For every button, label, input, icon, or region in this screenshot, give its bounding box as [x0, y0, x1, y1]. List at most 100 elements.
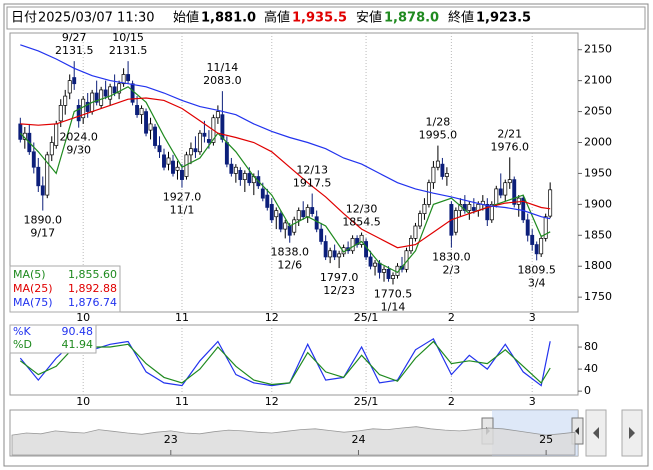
candle-body [206, 139, 211, 143]
candle-body [440, 163, 445, 177]
annotation-date: 11/1 [170, 204, 195, 217]
candle-body [215, 111, 220, 119]
arrow-icon [593, 427, 599, 439]
candle-body [287, 225, 292, 236]
legend-value: 90.48 [62, 325, 94, 338]
annotation-date: 9/30 [66, 144, 91, 157]
candle-body [417, 213, 422, 227]
candle-body [180, 169, 184, 180]
candle-body [157, 145, 162, 153]
candle-body [171, 160, 175, 174]
y-tick-label: 2000 [584, 135, 612, 148]
candle-body [409, 238, 413, 252]
candle-body [67, 80, 72, 94]
candle-body [319, 228, 324, 242]
legend-name: %D [13, 338, 32, 351]
candle-body [126, 74, 131, 81]
candle-body [512, 179, 517, 205]
candle-body [314, 216, 319, 230]
candle-body [494, 188, 499, 205]
candle-body [431, 166, 436, 184]
candle-body [189, 148, 193, 156]
header-label: 日付 [11, 11, 37, 26]
candle-body [99, 89, 104, 106]
candle-body [368, 256, 373, 267]
header-label: 終値 [448, 10, 474, 26]
navigator-tick-label: 24 [351, 433, 365, 446]
legend-name: %K [13, 325, 31, 338]
candle-body [426, 182, 431, 205]
annotation-value: 1927.0 [163, 191, 202, 204]
candle-body [117, 83, 122, 94]
candle-body [489, 204, 494, 221]
annotation-date: 3/4 [528, 276, 546, 289]
candle-body [507, 179, 512, 184]
main-panel [9, 32, 579, 313]
candle-body [63, 95, 68, 106]
y-tick-label: 1750 [584, 290, 612, 303]
legend-name: MA(25) [13, 282, 53, 295]
annotation-value: 1995.0 [419, 129, 458, 142]
legend-value: 1,876.74 [68, 296, 117, 309]
candle-body [521, 197, 526, 221]
candle-body [54, 123, 59, 146]
x-tick-label: 3 [529, 311, 536, 324]
candle-body [49, 142, 54, 156]
candle-body [413, 225, 418, 239]
annotation-value: 1809.5 [517, 263, 556, 276]
navigator-tick-label: 23 [164, 433, 178, 446]
candle-body [543, 216, 548, 239]
x-tick-label: 11 [175, 311, 189, 324]
header-label: 安値 [356, 10, 382, 26]
candle-body [305, 207, 310, 218]
legend-name: MA(5) [13, 268, 46, 281]
candle-body [72, 77, 77, 85]
y-tick-label: 2050 [584, 105, 612, 118]
annotation-date: 12/30 [346, 203, 378, 216]
y-tick-label: 80 [584, 340, 598, 353]
candle-body [202, 132, 207, 137]
x-tick-label: 2 [448, 311, 455, 324]
candle-body [485, 204, 490, 221]
x-tick-label: 25/1 [354, 395, 379, 408]
candle-body [135, 105, 140, 116]
navigator-tick-label: 25 [539, 433, 553, 446]
annotation-date: 10/15 [112, 31, 144, 44]
annotation-date: 11/14 [207, 61, 239, 74]
arrow-icon [629, 427, 635, 439]
ma-line [20, 97, 551, 249]
candle-body [364, 241, 369, 258]
candle-body [337, 253, 342, 258]
y-tick-label: 1900 [584, 197, 612, 210]
annotation-value: 1917.5 [293, 177, 332, 190]
y-tick-label: 1850 [584, 228, 612, 241]
candle-body [377, 262, 382, 273]
ma-line [20, 44, 551, 220]
candle-body [539, 238, 544, 255]
header-box [6, 6, 646, 30]
candle-body [525, 219, 530, 236]
x-tick-label: 2 [448, 395, 455, 408]
annotation-date: 12/6 [277, 259, 302, 272]
legend-value: 41.94 [62, 338, 94, 351]
candle-body [503, 182, 508, 196]
navigator-area [11, 426, 576, 456]
x-tick-label: 11 [175, 395, 189, 408]
candle-body [175, 166, 180, 171]
candle-body [144, 111, 149, 134]
x-tick-label: 12 [265, 311, 279, 324]
candle-body [530, 234, 535, 245]
legend-name: MA(75) [13, 296, 53, 309]
candle-body [359, 234, 364, 245]
annotation-date: 12/13 [296, 164, 328, 177]
candle-body [193, 148, 198, 153]
header-label: 始値 [173, 10, 199, 26]
candle-body [76, 105, 81, 122]
candle-body [328, 250, 333, 258]
candle-body [247, 173, 252, 184]
candle-body [233, 166, 238, 174]
annotation-value: 1976.0 [491, 140, 530, 153]
candle-body [197, 132, 202, 153]
candle-body [260, 188, 265, 199]
